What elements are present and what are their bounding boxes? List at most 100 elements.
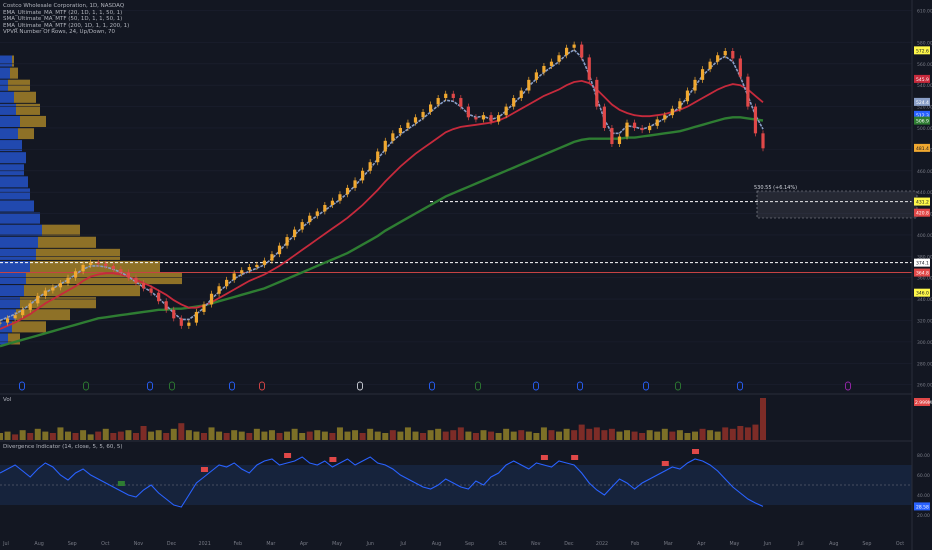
volume-bar [699, 428, 706, 440]
event-marker[interactable] [259, 381, 265, 391]
candle-body [225, 279, 229, 287]
divergence-tag[interactable] [329, 457, 337, 462]
price-badge[interactable] [914, 197, 930, 206]
divergence-tag[interactable] [284, 453, 292, 458]
candle-body [209, 293, 214, 305]
legend-ma-20[interactable]: EMA_Ultimate_MA_MTF (20, 1D, 1, 1, 50, 1… [3, 9, 123, 16]
event-marker[interactable] [19, 381, 25, 391]
candle-body [527, 79, 531, 91]
divergence-tag[interactable] [571, 455, 579, 460]
event-marker[interactable] [737, 381, 743, 391]
volume-bar [253, 428, 260, 440]
rsi-tick: 80.00 [917, 453, 930, 459]
price-badge[interactable] [914, 116, 930, 125]
event-marker[interactable] [83, 381, 89, 391]
event-marker[interactable] [169, 381, 175, 391]
event-marker[interactable] [675, 381, 681, 391]
volume-bar [321, 431, 328, 440]
legend-ma-50[interactable]: SMA_Ultimate_MA_MTF (50, 1D, 1, 1, 50, 1… [3, 16, 123, 22]
volume-bar [510, 431, 517, 440]
candle-body [217, 286, 221, 294]
rsi-badge[interactable] [914, 502, 930, 511]
price-badge[interactable] [914, 208, 930, 217]
volume-bar [518, 430, 525, 440]
vp-down-bar [26, 273, 182, 285]
price-badge[interactable] [914, 143, 930, 152]
volume-bar [760, 398, 766, 440]
candle-body [519, 90, 523, 99]
candle-body [111, 265, 115, 270]
candle-body [496, 115, 501, 122]
event-marker[interactable] [845, 381, 851, 391]
divergence-tag[interactable] [200, 467, 208, 472]
price-scale[interactable]: 610.00580.00560.00540.00520.00500.00480.… [914, 8, 932, 519]
event-marker[interactable] [475, 381, 481, 391]
event-marker[interactable] [643, 381, 649, 391]
candle-body [376, 151, 380, 163]
volume-bar [110, 433, 117, 440]
volume-bar [185, 430, 192, 440]
candle-body [270, 254, 274, 261]
volume-bar [140, 426, 147, 440]
volume-badge[interactable] [914, 398, 930, 406]
event-marker[interactable] [429, 381, 435, 391]
price-badge-label: 364.8 [916, 271, 929, 277]
horizontal-levels[interactable] [0, 201, 912, 273]
legend-ma-200[interactable]: EMA_Ultimate_MA_MTF (200, 1D, 1, 1, 200,… [3, 22, 130, 29]
volume-bar [389, 430, 396, 440]
measure-box[interactable] [756, 190, 918, 219]
candle-body [625, 122, 629, 137]
vp-down-bar [10, 67, 18, 79]
volume-bar [540, 427, 547, 440]
price-badge[interactable] [914, 97, 930, 106]
price-badge[interactable] [914, 258, 930, 267]
price-badge[interactable] [914, 110, 930, 119]
time-tick: May [729, 541, 739, 547]
vp-down-bar [38, 236, 96, 248]
time-scale[interactable]: Jul Aug Sep Oct Nov Dec 2021 Feb Mar Apr May Jun Jul… [2, 541, 904, 547]
candle-body [277, 245, 282, 255]
candle-body [285, 237, 289, 246]
volume-bar [563, 428, 570, 440]
event-marker[interactable] [147, 381, 153, 391]
price-badge[interactable] [914, 288, 930, 297]
candle-body [134, 277, 138, 284]
price-series [0, 41, 765, 329]
volume-bar [578, 424, 585, 440]
event-marker[interactable] [229, 381, 235, 391]
divergence-tag[interactable] [540, 455, 548, 460]
time-tick: Apr [697, 541, 705, 547]
time-tick: Feb [631, 541, 640, 547]
volume-bar [284, 431, 291, 440]
price-badge[interactable] [914, 74, 930, 83]
candle-body [36, 295, 40, 304]
candle-body [315, 211, 319, 216]
divergence-tag[interactable] [661, 461, 669, 466]
divergence-tag[interactable] [117, 481, 125, 486]
vp-up-bar [0, 188, 30, 200]
volume-bar [556, 431, 563, 440]
volume-pane-label[interactable]: Vol [3, 397, 12, 403]
event-markers[interactable] [19, 381, 851, 391]
candle-body [731, 50, 735, 59]
volume-bar [593, 427, 600, 440]
time-tick: Oct [101, 541, 109, 547]
event-marker[interactable] [577, 381, 583, 391]
candle-body [255, 264, 259, 268]
rsi-pane-label[interactable]: Divergence Indicator (14, close, 5, 5, 6… [3, 444, 123, 450]
candle-body [451, 93, 455, 99]
time-tick: Feb [234, 541, 243, 547]
candle-body [119, 269, 123, 273]
volume-bar [480, 430, 487, 440]
event-marker[interactable] [357, 381, 363, 391]
volume-badge-label: 2.999M [915, 400, 932, 406]
vp-up-bar [0, 273, 26, 285]
event-marker[interactable] [533, 381, 539, 391]
volume-bar [0, 433, 3, 440]
price-badge[interactable] [914, 268, 930, 277]
legend-vpvr[interactable]: VPVR Number Of Rows, 24, Up/Down, 70 [3, 29, 116, 35]
divergence-tag[interactable] [692, 449, 700, 454]
price-badge[interactable] [914, 46, 930, 55]
legend-symbol[interactable]: Costco Wholesale Corporation, 1D, NASDAQ [3, 3, 125, 9]
